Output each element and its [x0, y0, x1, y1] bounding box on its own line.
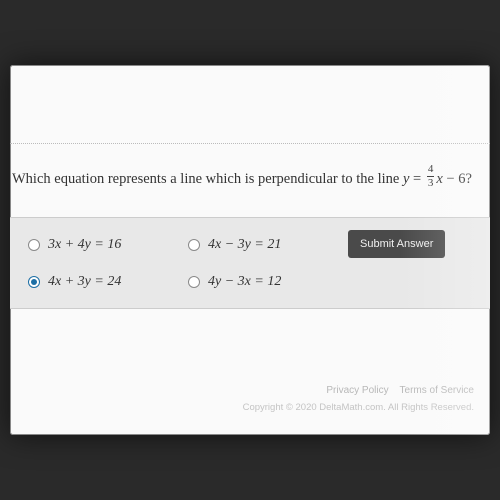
- question-eq-lhs: y: [403, 171, 409, 187]
- question-eq-tail: − 6?: [443, 171, 472, 187]
- option-a[interactable]: 3x + 4y = 16: [28, 237, 178, 253]
- option-label: 4x + 3y = 24: [48, 274, 121, 290]
- page-footer: Privacy Policy Terms of Service Copyrigh…: [243, 385, 474, 413]
- radio-icon: [28, 239, 40, 251]
- radio-icon: [188, 276, 200, 288]
- radio-icon: [28, 276, 40, 288]
- fraction-denominator: 3: [428, 177, 434, 189]
- app-screen: Which equation represents a line which i…: [10, 65, 490, 435]
- answer-panel: 3x + 4y = 16 4x − 3y = 21 Submit Answer …: [10, 217, 490, 309]
- submit-answer-button[interactable]: Submit Answer: [348, 230, 445, 258]
- privacy-link[interactable]: Privacy Policy: [326, 385, 388, 396]
- option-label: 4x − 3y = 21: [208, 237, 281, 253]
- option-d[interactable]: 4y − 3x = 12: [188, 274, 338, 290]
- question-prefix: Which equation represents a line which i…: [12, 171, 403, 187]
- radio-icon: [188, 239, 200, 251]
- question-eq-sign: =: [413, 171, 425, 187]
- footer-links: Privacy Policy Terms of Service: [243, 385, 474, 396]
- fraction-numerator: 4: [427, 164, 435, 177]
- option-label: 4y − 3x = 12: [208, 274, 281, 290]
- option-b[interactable]: 4x − 3y = 21: [188, 237, 338, 253]
- copyright-text: Copyright © 2020 DeltaMath.com. All Righ…: [243, 402, 474, 413]
- section-divider: [10, 143, 490, 144]
- option-c[interactable]: 4x + 3y = 24: [28, 274, 178, 290]
- terms-link[interactable]: Terms of Service: [400, 385, 474, 396]
- question-text: Which equation represents a line which i…: [10, 167, 482, 192]
- option-label: 3x + 4y = 16: [48, 237, 121, 253]
- options-grid: 3x + 4y = 16 4x − 3y = 21 Submit Answer …: [28, 232, 480, 290]
- question-fraction: 4 3: [427, 164, 435, 189]
